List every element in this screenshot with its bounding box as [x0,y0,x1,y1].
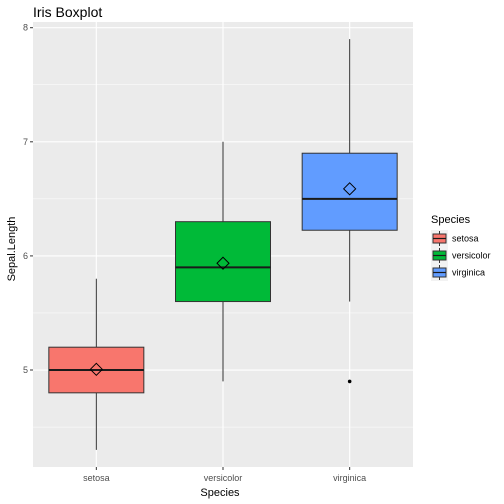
mean-diamond [216,256,230,270]
y-axis-title: Sepal.Length [6,217,18,282]
legend-title: Species [431,214,471,226]
x-axis: setosa versicolor virginica [83,467,366,483]
legend-label: versicolor [452,251,491,261]
legend-label: setosa [452,234,479,244]
y-axis: 5 6 7 8 [23,23,33,375]
legend-label: virginica [452,268,485,278]
box-virginica [301,39,398,384]
legend-item-setosa: setosa [431,230,479,247]
legend-item-virginica: virginica [431,264,485,281]
legend: Species setosa versicolor virginica [431,214,491,281]
mean-diamond [342,182,357,196]
box-layer [48,39,398,450]
x-tick-label-setosa: setosa [83,473,110,483]
y-tick-label: 8 [23,23,28,33]
x-tick-label-virginica: virginica [333,473,366,483]
x-axis-title: Species [200,487,240,499]
y-tick-label: 7 [23,137,28,147]
iqr-box [175,221,271,303]
y-tick-label: 6 [23,251,28,261]
outlier-point [347,379,352,384]
x-tick-label-versicolor: versicolor [204,473,243,483]
iqr-box [301,152,398,231]
mean-diamond [89,362,104,377]
chart-title: Iris Boxplot [33,4,102,20]
box-setosa [48,278,145,450]
y-tick-label: 5 [23,365,28,375]
legend-item-versicolor: versicolor [431,247,491,264]
box-versicolor [175,141,271,382]
